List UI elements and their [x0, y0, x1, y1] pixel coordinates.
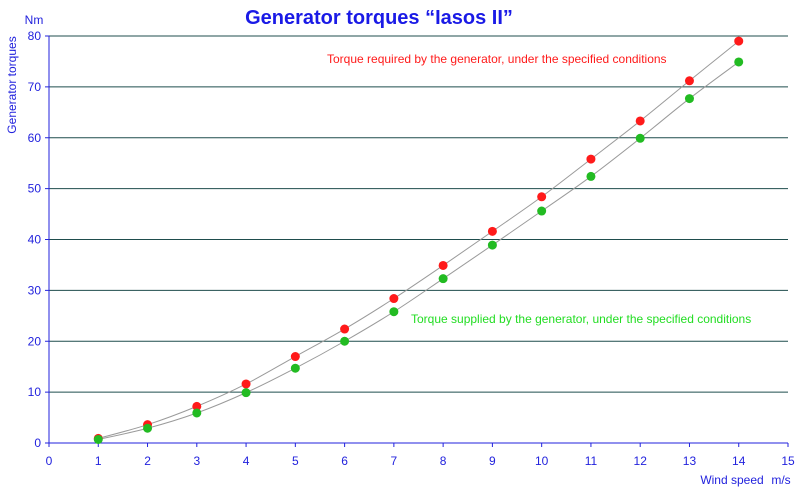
x-tick-label-11: 11: [585, 454, 598, 468]
required-series-label: Torque required by the generator, under …: [327, 52, 667, 66]
series-1-point-2: [143, 423, 153, 433]
y-tick-label-10: 10: [28, 385, 42, 399]
series-0-point-6: [340, 324, 350, 334]
series-0-point-9: [487, 226, 497, 236]
data-points: [93, 36, 744, 444]
series-1-point-6: [340, 336, 350, 346]
axes: [45, 35, 789, 447]
series-1-point-14: [734, 57, 744, 67]
series-1-point-8: [438, 274, 448, 284]
series-1-point-12: [635, 133, 645, 143]
series-1-point-10: [537, 206, 547, 216]
y-axis-label: Generator torques: [5, 36, 19, 133]
series-1-point-5: [290, 363, 300, 373]
series-0-point-13: [684, 76, 694, 86]
y-tick-label-20: 20: [28, 334, 42, 348]
series-0-point-5: [290, 352, 300, 362]
y-tick-label-80: 80: [28, 29, 42, 43]
y-tick-label-30: 30: [28, 283, 42, 297]
series-1-point-13: [684, 94, 694, 104]
x-tick-label-4: 4: [243, 454, 250, 468]
x-tick-label-14: 14: [732, 454, 746, 468]
x-tick-label-10: 10: [535, 454, 549, 468]
x-tick-label-9: 9: [489, 454, 496, 468]
chart-title: Generator torques “Iasos II”: [245, 7, 513, 29]
x-tick-label-8: 8: [440, 454, 447, 468]
y-tick-label-0: 0: [34, 436, 41, 450]
series-1-point-1: [93, 434, 103, 444]
x-tick-label-6: 6: [341, 454, 348, 468]
x-tick-label-7: 7: [391, 454, 398, 468]
x-tick-label-15: 15: [781, 454, 795, 468]
x-tick-label-0: 0: [46, 454, 53, 468]
y-tick-label-40: 40: [28, 233, 42, 247]
series-0-point-12: [635, 116, 645, 126]
series-0-point-10: [537, 192, 547, 202]
x-tick-label-3: 3: [193, 454, 200, 468]
x-axis-unit: m/s: [771, 473, 790, 487]
trend-curves: [98, 40, 740, 440]
series-0-point-11: [586, 154, 596, 164]
x-tick-label-12: 12: [634, 454, 648, 468]
series-0-point-14: [734, 36, 744, 46]
series-1-point-7: [389, 307, 399, 317]
y-tick-label-50: 50: [28, 182, 42, 196]
series-1-point-3: [192, 408, 202, 418]
y-tick-label-60: 60: [28, 131, 42, 145]
series-1-point-9: [487, 240, 497, 250]
x-axis-label: Wind speed: [700, 473, 763, 487]
series-1-point-4: [241, 388, 251, 398]
supplied-series-label: Torque supplied by the generator, under …: [411, 312, 751, 326]
x-tick-label-13: 13: [683, 454, 697, 468]
series-0-point-4: [241, 379, 251, 389]
y-tick-label-70: 70: [28, 80, 42, 94]
series-0-point-8: [438, 260, 448, 270]
series-0-point-3: [192, 401, 202, 411]
x-tick-label-5: 5: [292, 454, 299, 468]
series-0-point-7: [389, 294, 399, 304]
gridlines: [49, 35, 788, 393]
x-tick-label-1: 1: [95, 454, 102, 468]
series-1-point-11: [586, 171, 596, 181]
y-axis-unit: Nm: [25, 13, 44, 27]
x-tick-label-2: 2: [144, 454, 151, 468]
